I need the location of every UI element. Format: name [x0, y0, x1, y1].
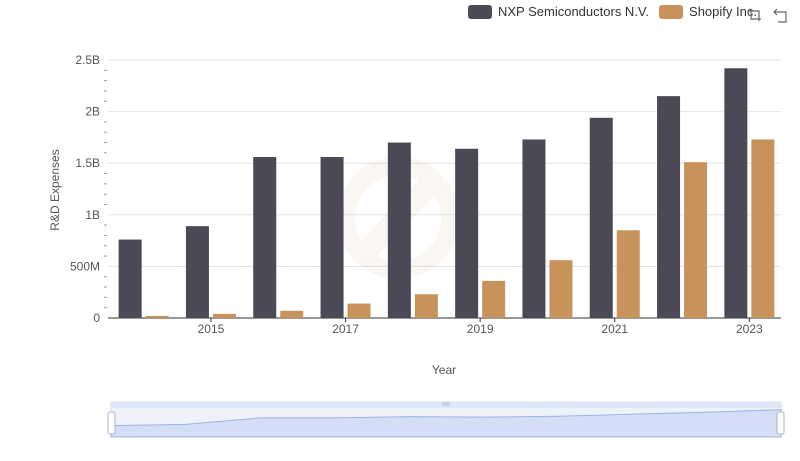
restore-icon[interactable]	[772, 6, 790, 24]
bar-nxp-2022[interactable]	[657, 96, 681, 319]
y-axis: 0 500M 1B 1.5B 2B 2.5B	[70, 53, 107, 325]
legend-item-shopify[interactable]: Shopify Inc.	[659, 4, 757, 19]
range-slider-right-handle[interactable]	[776, 411, 785, 435]
bar-shopify-2015[interactable]	[212, 313, 236, 318]
x-axis-title: Year	[432, 363, 456, 377]
bar-shopify-2017[interactable]	[347, 303, 371, 318]
legend: NXP Semiconductors N.V. Shopify Inc.	[468, 4, 757, 19]
bar-nxp-2020[interactable]	[522, 139, 546, 318]
range-slider[interactable]	[107, 401, 785, 438]
zoom-icon[interactable]	[746, 6, 764, 24]
bar-nxp-2023[interactable]	[724, 68, 748, 318]
bar-nxp-2015[interactable]	[185, 226, 209, 318]
x-axis: 2015 2017 2019 2021 2023	[198, 318, 763, 336]
legend-label-nxp: NXP Semiconductors N.V.	[498, 4, 650, 19]
bar-shopify-2018[interactable]	[414, 294, 438, 318]
y-tick-label: 1B	[85, 208, 100, 222]
y-tick-label: 0	[93, 311, 100, 325]
bar-nxp-2018[interactable]	[387, 142, 411, 318]
x-tick-label: 2017	[332, 322, 359, 336]
y-axis-title: R&D Expenses	[48, 149, 62, 230]
range-slider-preview	[110, 409, 782, 438]
bar-shopify-2016[interactable]	[280, 310, 304, 318]
x-tick-label: 2021	[601, 322, 628, 336]
y-tick-label: 500M	[70, 259, 100, 273]
bar-nxp-2021[interactable]	[589, 117, 613, 319]
bar-shopify-2019[interactable]	[482, 280, 506, 318]
bar-shopify-2022[interactable]	[684, 162, 708, 318]
y-tick-label: 2B	[85, 105, 100, 119]
bar-nxp-2014[interactable]	[118, 239, 142, 318]
chart-toolbar	[746, 6, 790, 24]
range-slider-drag-handle[interactable]	[442, 402, 450, 406]
legend-swatch-shopify	[659, 4, 684, 19]
bars-group	[118, 68, 775, 319]
bar-shopify-2023[interactable]	[751, 139, 775, 318]
bar-shopify-2020[interactable]	[549, 260, 573, 318]
legend-label-shopify: Shopify Inc.	[689, 4, 757, 19]
legend-item-nxp[interactable]: NXP Semiconductors N.V.	[468, 4, 649, 19]
bar-nxp-2019[interactable]	[455, 148, 479, 318]
bar-nxp-2016[interactable]	[253, 157, 277, 318]
bar-nxp-2017[interactable]	[320, 157, 344, 318]
y-tick-label: 1.5B	[75, 156, 100, 170]
legend-swatch-nxp	[468, 4, 492, 19]
x-tick-label: 2015	[198, 322, 225, 336]
bar-shopify-2014[interactable]	[145, 315, 169, 318]
x-tick-label: 2023	[736, 322, 763, 336]
bar-shopify-2021[interactable]	[616, 230, 640, 318]
range-slider-left-handle[interactable]	[107, 411, 116, 435]
x-tick-label: 2019	[467, 322, 494, 336]
y-tick-label: 2.5B	[75, 53, 100, 67]
